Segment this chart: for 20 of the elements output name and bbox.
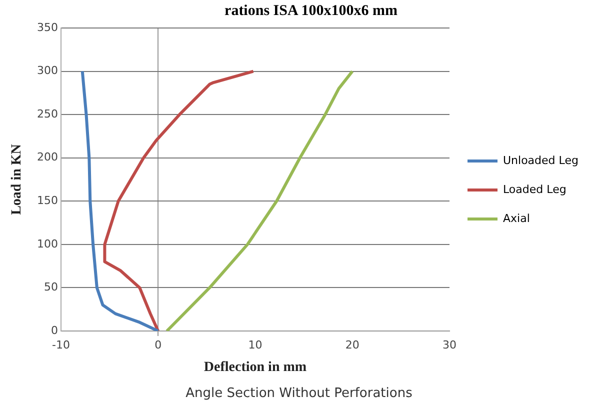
- y-tick-label: 250: [36, 107, 58, 120]
- y-tick-label: 50: [44, 280, 58, 294]
- chart-title: rations ISA 100x100x6 mm: [224, 2, 398, 19]
- y-tick-label: 350: [36, 20, 58, 34]
- y-tick-label: 100: [36, 237, 58, 250]
- x-tick-label: 20: [345, 338, 360, 352]
- y-tick-label: 0: [50, 324, 58, 337]
- x-tick-label: -10: [52, 338, 70, 352]
- x-tick-label: 0: [154, 338, 162, 352]
- legend-label: Unloaded Leg: [503, 154, 578, 167]
- y-tick-label: 150: [36, 194, 58, 207]
- y-axis-title: Load in KN: [10, 144, 25, 215]
- y-tick-label: 300: [36, 64, 58, 78]
- x-tick-label: 30: [442, 338, 456, 352]
- y-tick-label: 200: [36, 150, 58, 164]
- x-tick-label: 10: [248, 338, 262, 352]
- legend-label: Loaded Leg: [503, 182, 566, 196]
- x-axis-title: Deflection in mm: [204, 360, 307, 376]
- legend-label: Axial: [503, 212, 530, 225]
- text: Angle Section Without Perforations: [184, 386, 414, 401]
